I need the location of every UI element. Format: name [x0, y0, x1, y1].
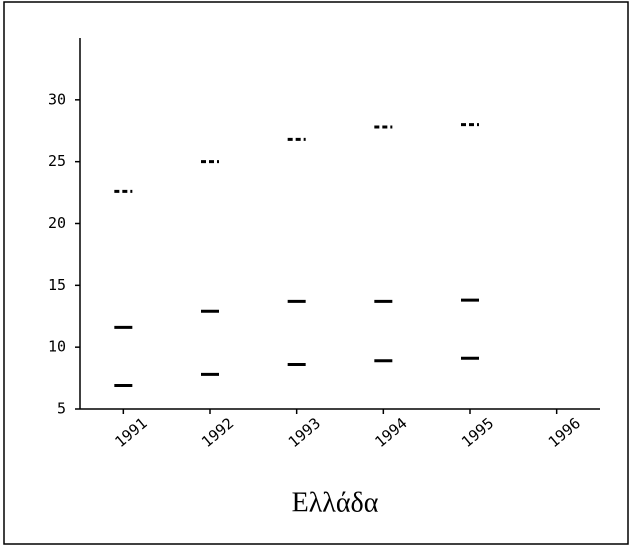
y-tick-label: 20: [48, 214, 66, 232]
y-tick-label: 5: [57, 400, 66, 418]
x-tick-label: 1994: [371, 414, 410, 451]
y-tick-label: 25: [48, 152, 66, 170]
y-tick-label: 30: [48, 90, 66, 108]
x-tick-label: 1992: [198, 414, 237, 451]
x-axis-title: Ελλάδα: [292, 487, 379, 518]
x-tick-label: 1995: [458, 414, 497, 451]
frame: [3, 1, 629, 545]
x-tick-label: 1993: [285, 414, 324, 451]
x-tick-label: 1996: [545, 414, 584, 451]
y-tick-label: 10: [48, 338, 66, 356]
x-tick-label: 1991: [111, 414, 150, 451]
y-tick-label: 15: [48, 276, 66, 294]
